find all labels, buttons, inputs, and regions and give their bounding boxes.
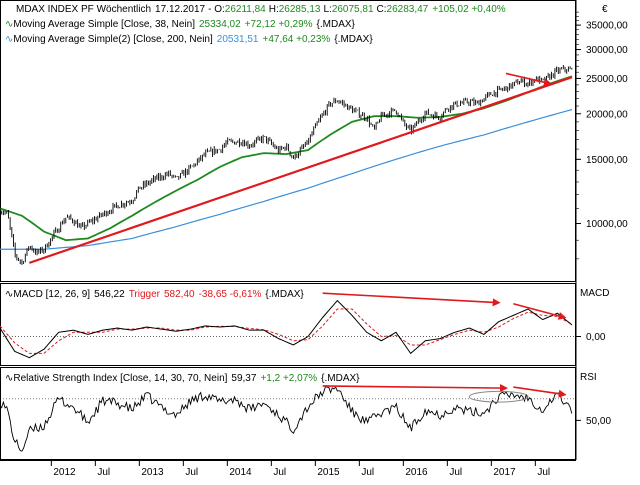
macd-axis-tick-label: 0,00	[586, 332, 606, 343]
rsi-panel-label: RSI	[580, 372, 597, 383]
time-axis-tick-label: 2015	[317, 467, 340, 478]
annotation-layer	[28, 72, 573, 403]
ma200-line	[0, 109, 573, 250]
ma38-line	[0, 75, 573, 242]
rsi-arrow	[322, 384, 508, 393]
ma38-header: ∿Moving Average Simple [Close, 38, Nein]…	[5, 19, 356, 30]
macd-panel-label: MACD	[580, 288, 609, 299]
rsi-arrow	[513, 386, 567, 398]
price-axis-tick-label: 25000,00	[586, 74, 628, 85]
price-header: MDAX INDEX PF Wöchentlich 17.12.2017- O:2…	[16, 4, 506, 15]
time-axis-tick-label: 2012	[53, 467, 76, 478]
trigger-line	[0, 308, 573, 354]
time-axis-tick-label: 2014	[229, 467, 252, 478]
time-axis-tick-label: Jul	[449, 467, 462, 478]
rsi-axis-tick-label: 50,00	[586, 416, 611, 427]
time-axis-tick-label: Jul	[537, 467, 550, 478]
price-axis-tick-label: 10000,00	[586, 219, 628, 230]
rsi-layer	[0, 385, 576, 452]
price-trend-line	[28, 76, 573, 264]
price-axis-tick-label: 20000,00	[586, 109, 628, 120]
currency-label: €	[602, 4, 608, 15]
rsi-highlight-ellipse	[468, 390, 529, 403]
macd-arrow	[322, 292, 501, 307]
rsi-line	[0, 385, 573, 452]
price-axis-tick-label: 35000,00	[586, 21, 628, 32]
macd-line	[0, 299, 573, 359]
time-axis-tick-label: Jul	[97, 467, 110, 478]
price-bars	[0, 65, 573, 265]
price-axis-tick-label: 15000,00	[586, 155, 628, 166]
time-axis-tick-label: 2013	[141, 467, 164, 478]
price-axis-tick-label: 30000,00	[586, 45, 628, 56]
macd-header: ∿MACD [12, 26, 9] 546,22 Trigger 582,40 -38,…	[5, 289, 304, 300]
ma200-header: ∿Moving Average Simple(2) [Close, 200, N…	[5, 34, 373, 45]
time-axis-tick-label: Jul	[361, 467, 374, 478]
time-axis-tick-label: Jul	[273, 467, 286, 478]
price-layer	[0, 65, 573, 265]
time-axis-tick-label: Jul	[185, 467, 198, 478]
price-arrow	[505, 72, 552, 87]
time-axis-tick-label: 2016	[405, 467, 428, 478]
time-axis-tick-label: 2017	[493, 467, 516, 478]
axis-layer: 10000,00 15000,00 20000,00 25000,00 30000,00…	[0, 11, 628, 478]
macd-arrow	[513, 302, 567, 320]
macd-layer	[0, 299, 576, 359]
rsi-header: ∿Relative Strength Index [Close, 14, 30,…	[5, 373, 360, 384]
